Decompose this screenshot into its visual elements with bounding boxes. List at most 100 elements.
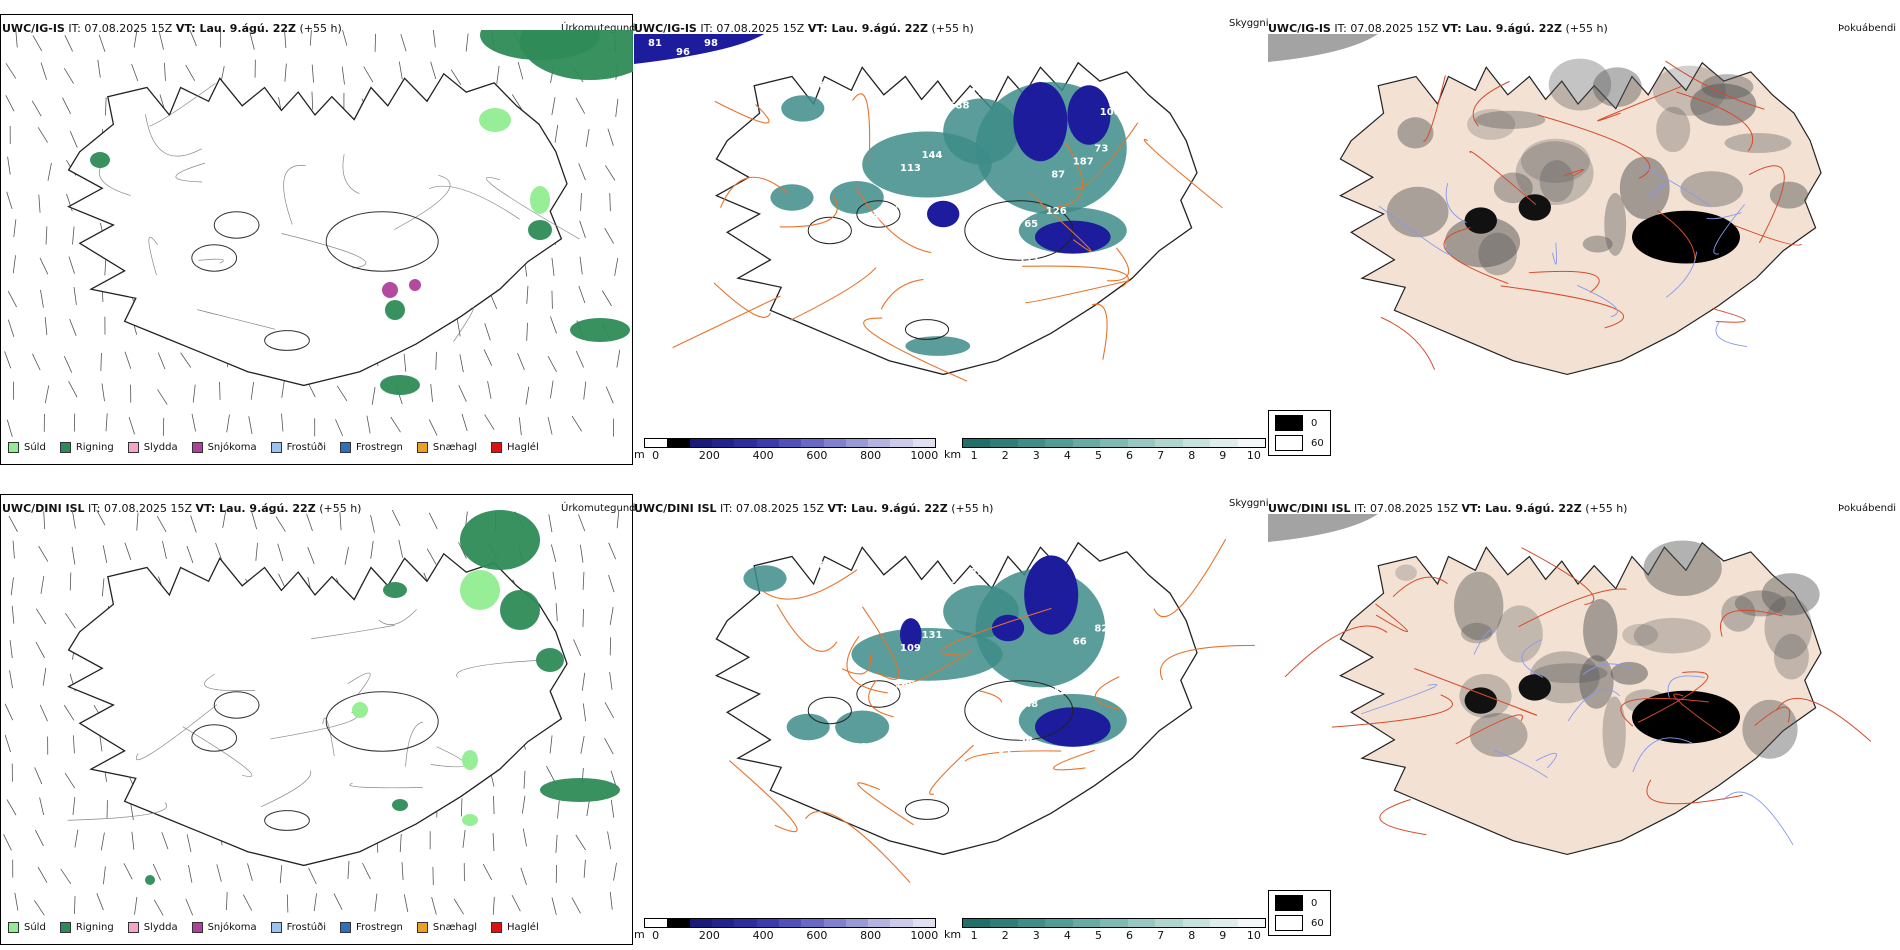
- corner-value-label: 81: [648, 38, 662, 49]
- road-line: [1380, 316, 1436, 370]
- visibility-map: 88 56 169 82 29 468 242 131 118 32 153 66 55 133 48 109: [714, 538, 1255, 883]
- precip-title: Úrkomutegund: [561, 23, 636, 34]
- legend-label: Frostregn: [356, 442, 403, 453]
- wind-barb: [609, 671, 613, 690]
- precip-map: [4, 30, 633, 438]
- fog-shade-area: [1633, 617, 1711, 654]
- wind-barb: [40, 576, 45, 594]
- colorbar-cell: [912, 919, 936, 927]
- wind-barb: [523, 770, 526, 789]
- wind-barb: [483, 349, 493, 366]
- valid-time: VT: Lau. 9.ágú. 22Z: [827, 502, 948, 515]
- wind-barb: [156, 516, 167, 533]
- wind-barb: [45, 226, 48, 245]
- legend-label: Súld: [24, 442, 46, 453]
- fog-shade-area: [1656, 106, 1691, 153]
- wind-barb: [242, 894, 253, 911]
- legend-label: Rigning: [75, 442, 114, 453]
- legend-item: Haglél: [491, 442, 539, 453]
- wind-barb: [40, 62, 47, 80]
- road-line: [1379, 798, 1427, 836]
- fog-key-row: 0: [1275, 415, 1324, 431]
- wind-barb: [101, 383, 105, 402]
- visibility-value-label: 29: [970, 567, 984, 578]
- lead-time: (+55 h): [299, 22, 342, 35]
- wind-barb: [43, 511, 46, 530]
- road-line: [728, 760, 798, 833]
- visibility-value-label: 149: [895, 199, 916, 210]
- wind-barb: [96, 893, 104, 911]
- wind-barb: [430, 61, 437, 80]
- colorbar-cell: [1127, 439, 1156, 447]
- dense-fog-area: [1464, 207, 1497, 234]
- low-visibility-area: [835, 710, 890, 744]
- wind-barb: [37, 127, 49, 143]
- visibility-value-label: 48: [1024, 699, 1038, 710]
- legend-item: Frostúði: [270, 442, 326, 453]
- rain-area: [570, 318, 630, 342]
- wind-barb: [313, 893, 317, 912]
- wind-barb: [103, 866, 106, 885]
- road-line: [1528, 270, 1600, 293]
- wind-barb: [426, 548, 437, 565]
- visibility-value-label: 87: [1051, 170, 1065, 181]
- road-line: [672, 295, 781, 349]
- colorbar-tick-label: 3: [1032, 449, 1040, 462]
- visibility-value-label: 82: [1094, 623, 1108, 634]
- model-label: UWC/IG-IS: [2, 22, 65, 35]
- road-line: [204, 673, 256, 691]
- road-line: [1422, 75, 1446, 142]
- wind-barb: [286, 894, 289, 913]
- colorbar-cell: [990, 919, 1018, 927]
- drizzle-area: [479, 108, 511, 132]
- wind-barb: [604, 165, 616, 181]
- wind-barb: [72, 510, 76, 529]
- wind-barb: [32, 35, 43, 52]
- wind-barb: [604, 738, 614, 755]
- height-colorbar: 0 200 400 600 800 1000: [644, 918, 938, 942]
- wind-barb: [99, 733, 103, 752]
- road-line: [1676, 91, 1754, 152]
- precip-areas: [90, 30, 633, 395]
- wind-barb: [430, 383, 433, 402]
- colorbar-labels: 1 2 3 4 5 6 7 8 9 10: [962, 928, 1266, 942]
- roads: [1380, 60, 1802, 370]
- road-line: [261, 770, 312, 807]
- river-line: [1641, 165, 1710, 206]
- wind-barb: [136, 512, 139, 531]
- glacier-outline: [807, 216, 852, 245]
- colorbar-cell: [778, 439, 802, 447]
- wind-barb: [492, 833, 495, 852]
- colorbar-cell: [1017, 919, 1046, 927]
- wind-barb: [63, 68, 75, 84]
- valid-time: VT: Lau. 9.ágú. 22Z: [1461, 502, 1582, 515]
- colorbar-cell: [1017, 439, 1046, 447]
- wind-barb: [546, 765, 556, 783]
- fog-core-area: [1013, 82, 1068, 162]
- colorbar-tick-label: 10: [1246, 929, 1261, 942]
- wind-barb: [525, 386, 530, 405]
- road-line: [1734, 225, 1802, 246]
- colorbar-cell: [689, 919, 712, 927]
- legend-item: Snæhagl: [416, 922, 477, 933]
- wind-barb: [522, 828, 527, 847]
- wind-barb: [460, 798, 463, 817]
- legend-label: Snjókoma: [207, 922, 257, 933]
- fog-shade-area: [1475, 110, 1546, 130]
- fog-shade-area: [1397, 117, 1434, 149]
- wind-barb: [60, 868, 72, 885]
- wind-barb: [482, 863, 493, 881]
- wind-barb: [40, 289, 44, 308]
- wind-barb: [72, 226, 75, 245]
- colorbar-tick-label: 3: [1032, 929, 1040, 942]
- colorbar-tick-label: 10: [1246, 449, 1261, 462]
- wind-barb: [38, 545, 49, 562]
- wind-barb: [370, 514, 375, 533]
- visibility-value-label: 131: [922, 630, 943, 641]
- wind-barb: [403, 894, 409, 913]
- legend-item: Haglél: [491, 922, 539, 933]
- wind-barb: [547, 416, 553, 435]
- low-visibility-area: [851, 628, 1003, 681]
- road-line: [857, 782, 914, 826]
- road-line: [805, 811, 911, 883]
